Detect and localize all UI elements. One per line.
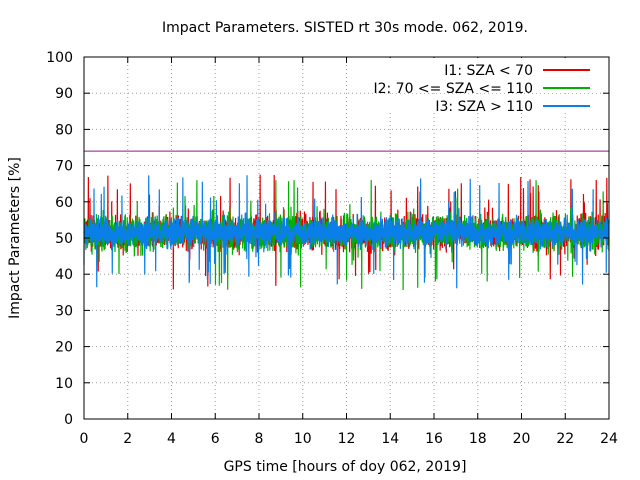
- y-tick-label: 90: [55, 86, 73, 102]
- y-tick-label: 10: [55, 376, 73, 392]
- x-tick-label: 0: [80, 431, 89, 447]
- legend-label: I1: SZA < 70: [444, 63, 533, 79]
- y-tick-label: 40: [55, 267, 73, 283]
- y-tick-label: 70: [55, 159, 73, 175]
- x-tick-label: 20: [513, 431, 531, 447]
- x-tick-label: 10: [294, 431, 312, 447]
- x-tick-label: 18: [469, 431, 487, 447]
- y-tick-label: 0: [64, 412, 73, 428]
- x-tick-label: 2: [123, 431, 132, 447]
- x-tick-label: 12: [338, 431, 356, 447]
- legend-label: I3: SZA > 110: [435, 99, 533, 115]
- legend-label: I2: 70 <= SZA <= 110: [373, 81, 533, 97]
- x-tick-label: 14: [381, 431, 399, 447]
- y-tick-label: 20: [55, 340, 73, 356]
- y-tick-label: 50: [55, 231, 73, 247]
- legend: I1: SZA < 70 I2: 70 <= SZA <= 110 I3: SZA …: [373, 58, 600, 115]
- x-tick-label: 6: [211, 431, 220, 447]
- x-tick-label: 8: [255, 431, 264, 447]
- chart-title: Impact Parameters. SISTED rt 30s mode. 0…: [162, 20, 528, 36]
- y-tick-label: 80: [55, 122, 73, 138]
- x-tick-label: 16: [425, 431, 443, 447]
- x-axis-label: GPS time [hours of doy 062, 2019]: [224, 459, 467, 475]
- y-axis-label: Impact Parameters [%]: [7, 157, 23, 319]
- x-tick-label: 24: [600, 431, 618, 447]
- x-tick-label: 4: [167, 431, 176, 447]
- y-tick-label: 60: [55, 195, 73, 211]
- y-tick-label: 100: [46, 50, 73, 66]
- series-line-3: [83, 175, 610, 289]
- y-tick-label: 30: [55, 303, 73, 319]
- x-tick-label: 22: [556, 431, 574, 447]
- series-layer: [83, 174, 610, 291]
